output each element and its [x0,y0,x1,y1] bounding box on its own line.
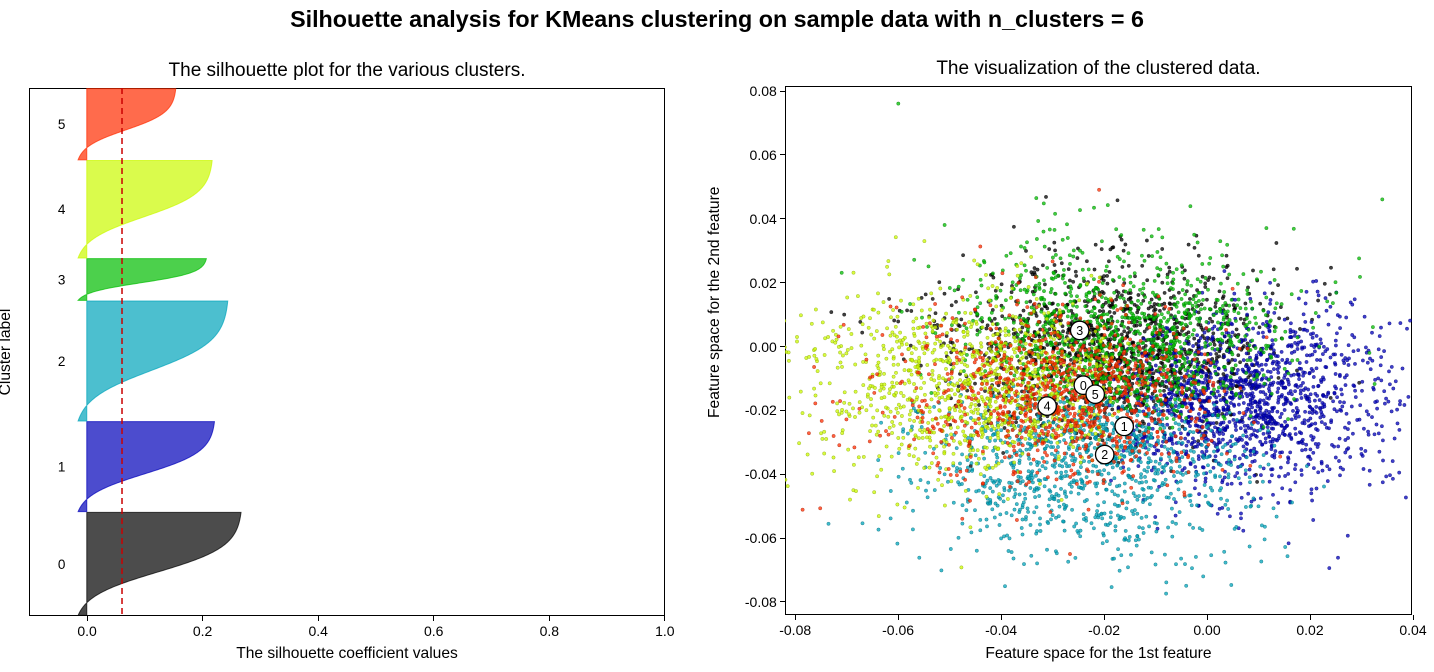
svg-text:3: 3 [58,273,66,288]
svg-text:2: 2 [58,354,66,369]
svg-text:1: 1 [58,460,66,475]
svg-text:5: 5 [58,117,66,132]
svg-text:4: 4 [58,202,66,217]
svg-text:0: 0 [58,557,66,572]
